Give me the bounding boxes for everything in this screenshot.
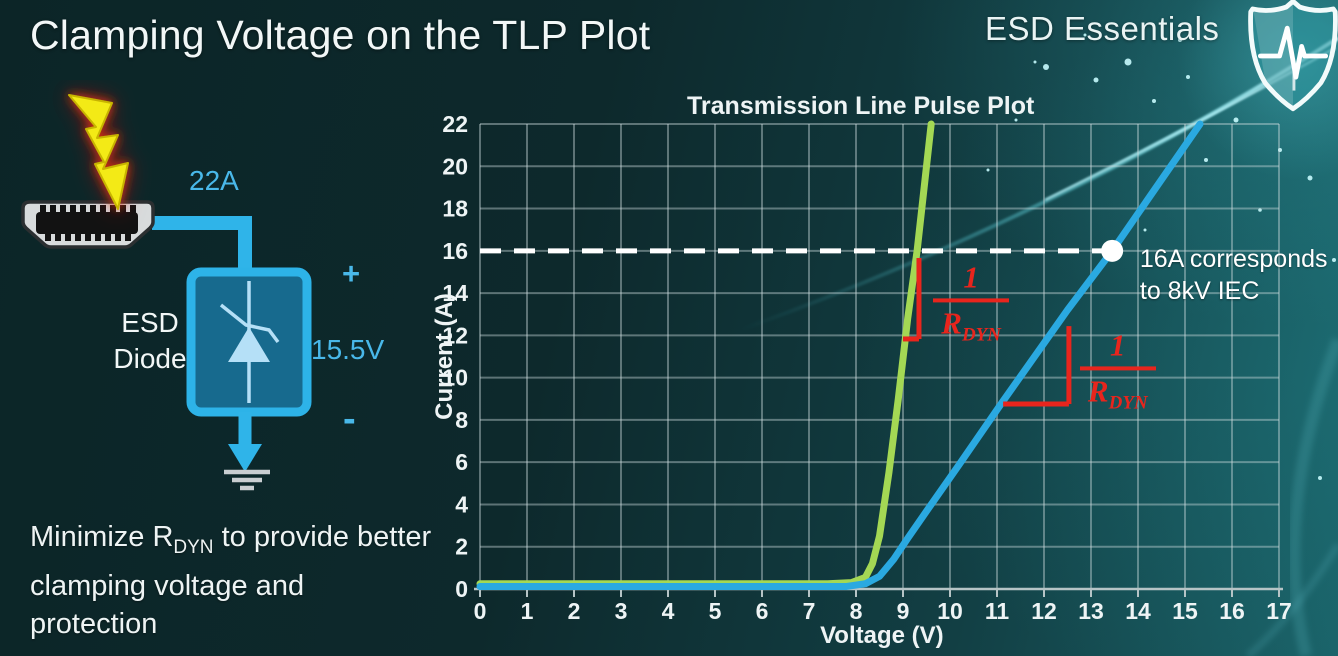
esd-diode-label-line2: Diode: [113, 343, 187, 374]
note-rest: to provide better clamping voltage and p…: [30, 521, 432, 640]
brand-name: ESD Essentials: [985, 10, 1220, 47]
arrow-down-icon: [228, 444, 262, 472]
plus-label: +: [342, 256, 361, 291]
ground-icon: [224, 469, 270, 491]
minus-label: -: [343, 398, 356, 440]
note-prefix: Minimize R: [30, 521, 174, 553]
note-subscript: DYN: [173, 536, 214, 558]
surge-current-label: 22A: [189, 165, 239, 196]
brand-shield-icon: [1248, 0, 1338, 112]
light-swoosh-right: [1288, 337, 1338, 656]
esd-diode-label-line1: ESD: [121, 307, 179, 338]
esd-diode-label: ESD Diode: [112, 305, 188, 377]
note-text: Minimize RDYN to provide better clamping…: [30, 518, 432, 643]
page-title: Clamping Voltage on the TLP Plot: [30, 12, 651, 58]
esd-circuit-diagram: [21, 94, 312, 491]
clamp-voltage-label: 15.5V: [311, 334, 385, 365]
wire: [152, 216, 252, 273]
light-swoosh-corner: [1245, 543, 1338, 656]
diode-symbol: [219, 281, 280, 403]
hdmi-connector-icon: [21, 200, 155, 249]
particles: [986, 33, 1336, 480]
lightning-bolt-icon: [68, 94, 129, 210]
